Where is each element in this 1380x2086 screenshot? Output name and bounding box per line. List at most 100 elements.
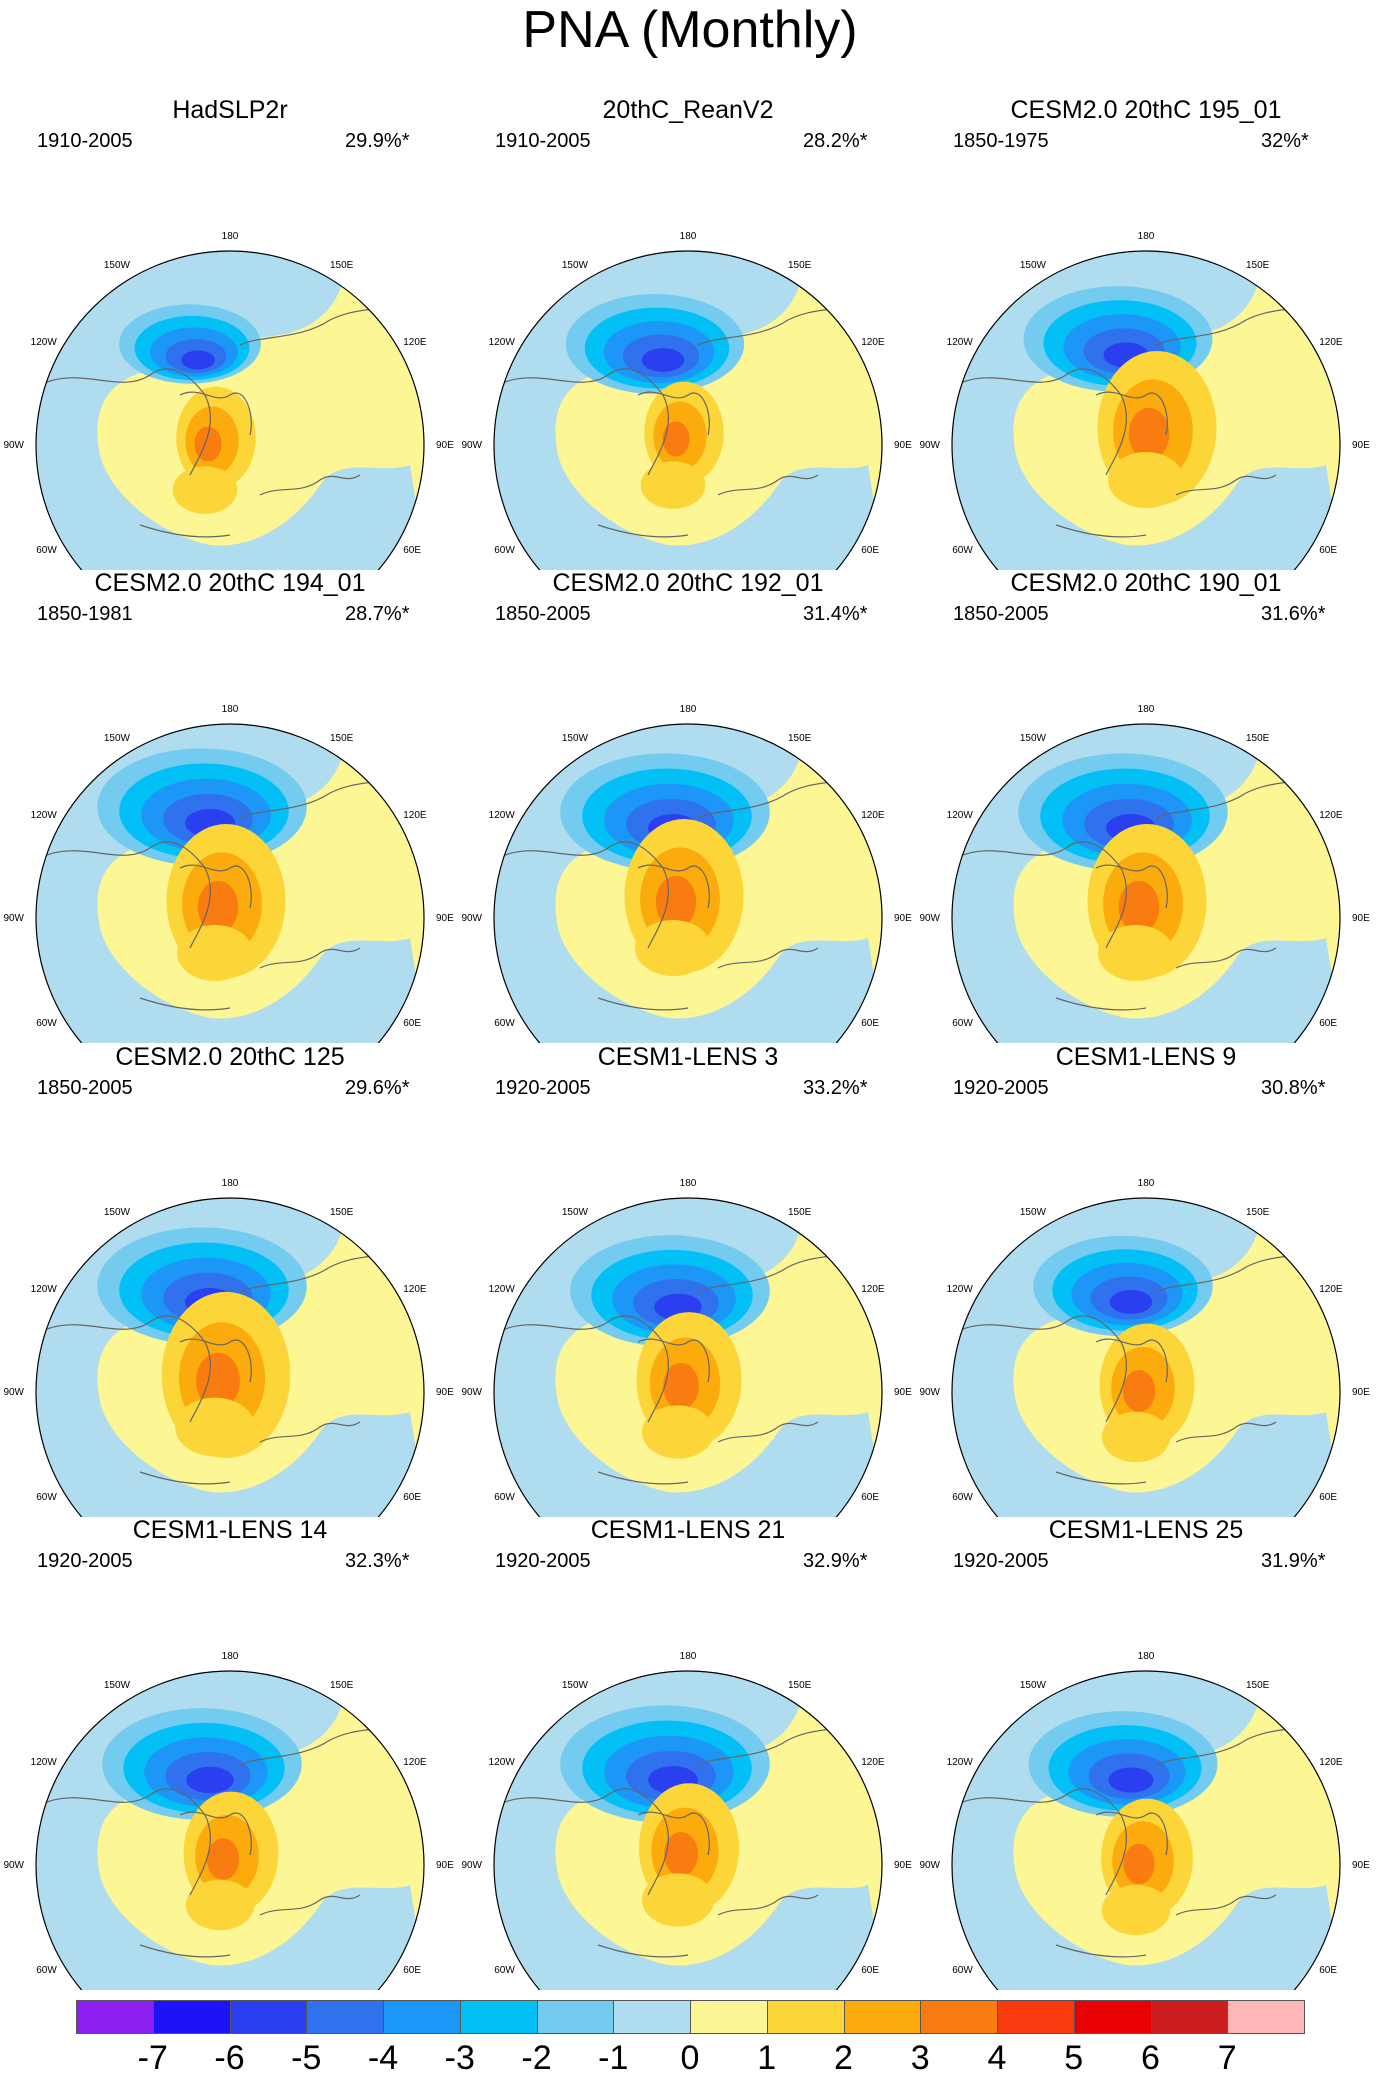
coastline <box>39 1788 211 1896</box>
explained-variance: 28.7%* <box>345 603 410 625</box>
explained-variance: 31.9%* <box>1261 1550 1326 1572</box>
panel-title: CESM2.0 20thC 195_01 <box>1010 96 1282 124</box>
longitude-label: 120E <box>1319 1757 1343 1768</box>
coastline <box>497 368 669 476</box>
longitude-label: 60E <box>1319 1965 1337 1976</box>
map-boundary <box>493 1670 883 1990</box>
longitude-label: 150W <box>562 733 589 744</box>
longitude-label: 150E <box>1246 733 1270 744</box>
polar-map: 180150E120E90E60E30E030W60W90W120W150W <box>3 1651 454 1990</box>
longitude-label: 120E <box>403 337 427 348</box>
longitude-label: 60W <box>36 545 57 556</box>
coastline <box>1095 391 1168 436</box>
colorbar: -7 -6 -5 -4 -3 -2 -1 0 1 2 3 4 5 6 7 <box>76 2000 1305 2080</box>
coastline <box>259 947 361 969</box>
colorbar-label: -6 <box>214 2039 245 2077</box>
panel-title: CESM1-LENS 21 <box>590 1516 786 1544</box>
longitude-label: 120W <box>489 1284 516 1295</box>
colorbar-swatch <box>1150 2000 1229 2034</box>
explained-variance: 29.6%* <box>345 1077 410 1099</box>
longitude-label: 150E <box>1246 260 1270 271</box>
coastline <box>1055 524 1147 538</box>
longitude-label: 180 <box>222 704 239 715</box>
high-pressure-contour <box>1101 1884 1171 1936</box>
colorbar-label: 7 <box>1217 2039 1237 2077</box>
explained-variance: 31.4%* <box>803 603 868 625</box>
longitude-label: 120W <box>489 1757 516 1768</box>
colorbar-swatch <box>306 2000 384 2034</box>
longitude-label: 60E <box>403 1965 421 1976</box>
coastline <box>497 1788 669 1896</box>
longitude-label: 90W <box>3 913 24 924</box>
colorbar-swatch <box>766 2000 845 2034</box>
colorbar-label: 5 <box>1064 2039 1084 2077</box>
panel-title: CESM2.0 20thC 192_01 <box>552 569 824 597</box>
low-pressure-contour <box>186 1766 234 1794</box>
map-panel: 180150E120E90E60E30E030W60W90W120W150WCE… <box>916 1515 1376 1990</box>
negative-anomaly-region <box>973 1198 1260 1288</box>
colorbar-label: 3 <box>910 2039 930 2077</box>
longitude-label: 60E <box>861 1018 879 1029</box>
colorbar-swatch <box>152 2000 231 2034</box>
longitude-label: 60W <box>494 545 515 556</box>
explained-variance: 29.9%* <box>345 130 410 152</box>
longitude-label: 150E <box>788 260 812 271</box>
longitude-label: 60W <box>36 1018 57 1029</box>
coastline <box>39 368 211 476</box>
polar-map: 180150E120E90E60E30E030W60W90W120W150W <box>461 1178 912 1517</box>
coastline <box>597 524 689 538</box>
longitude-label: 60E <box>1319 545 1337 556</box>
polar-map: 180150E120E90E60E30E030W60W90W120W150W <box>3 1178 454 1517</box>
longitude-label: 180 <box>1138 1178 1155 1189</box>
coastline <box>1175 1894 1277 1916</box>
low-pressure-contour <box>641 348 685 372</box>
coastline <box>1055 1471 1147 1485</box>
coastline <box>259 1421 361 1443</box>
longitude-label: 120W <box>947 810 974 821</box>
longitude-label: 90W <box>919 913 940 924</box>
longitude-label: 180 <box>1138 704 1155 715</box>
longitude-label: 120W <box>947 1284 974 1295</box>
high-pressure-contour <box>640 461 706 509</box>
colorbar-swatch <box>229 2000 308 2034</box>
coastline <box>597 1944 689 1958</box>
coastline <box>1055 997 1147 1011</box>
longitude-label: 90W <box>461 1860 482 1871</box>
map-panel: 180150E120E90E60E30E030W60W90W120W150WCE… <box>0 1515 460 1990</box>
longitude-label: 120W <box>31 810 58 821</box>
colorbar-swatch <box>76 2000 154 2034</box>
longitude-label: 120W <box>31 1757 58 1768</box>
longitude-label: 180 <box>680 1178 697 1189</box>
negative-anomaly-region <box>57 251 344 341</box>
high-pressure-contour <box>206 1838 240 1880</box>
coastline <box>179 864 252 909</box>
longitude-label: 150E <box>330 733 354 744</box>
coastline <box>497 841 669 949</box>
polar-map: 180150E120E90E60E30E030W60W90W120W150W <box>919 1651 1370 1990</box>
high-pressure-contour <box>1101 1411 1171 1463</box>
longitude-label: 90W <box>461 1387 482 1398</box>
longitude-label: 180 <box>680 704 697 715</box>
longitude-label: 90E <box>436 913 454 924</box>
explained-variance: 32%* <box>1261 130 1309 152</box>
coastline <box>1175 1421 1277 1443</box>
explained-variance: 28.2%* <box>803 130 868 152</box>
coastline <box>717 1894 819 1916</box>
panel-title: CESM2.0 20thC 125 <box>115 1043 345 1071</box>
longitude-label: 90W <box>919 1860 940 1871</box>
high-pressure-contour <box>641 1873 715 1927</box>
map-panel: 180150E120E90E60E30E030W60W90W120W150WHa… <box>0 95 460 570</box>
longitude-label: 60E <box>403 545 421 556</box>
longitude-label: 120E <box>861 1757 885 1768</box>
longitude-label: 150E <box>330 1680 354 1691</box>
longitude-label: 180 <box>680 231 697 242</box>
longitude-label: 90E <box>894 1387 912 1398</box>
longitude-label: 120E <box>1319 810 1343 821</box>
longitude-label: 150W <box>562 260 589 271</box>
negative-anomaly-region <box>952 260 1340 570</box>
panel-period: 1850-2005 <box>953 603 1049 625</box>
longitude-label: 150W <box>562 1207 589 1218</box>
panel-title: CESM2.0 20thC 190_01 <box>1010 569 1282 597</box>
high-pressure-contour <box>1128 407 1170 461</box>
colorbar-label: 4 <box>987 2039 1007 2077</box>
